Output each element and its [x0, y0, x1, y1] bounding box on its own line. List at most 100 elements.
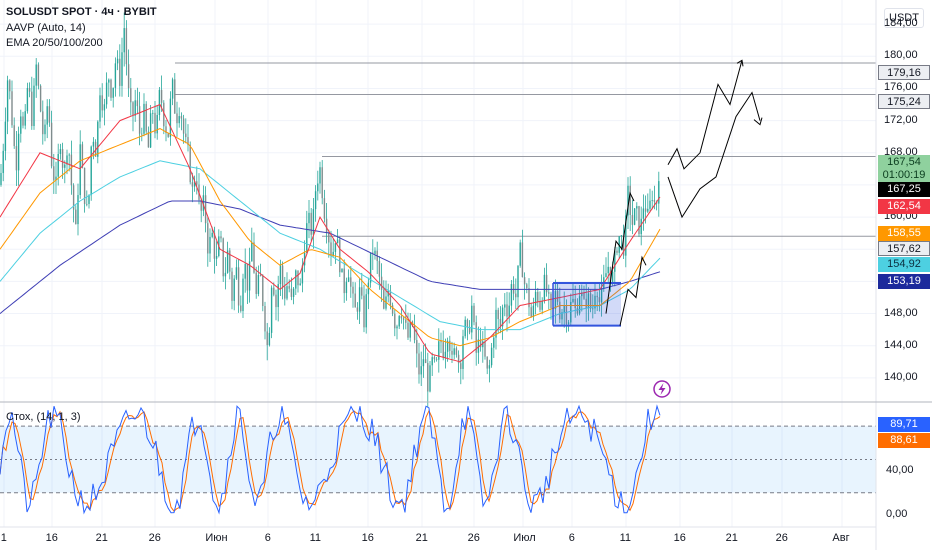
- candle-body: [325, 218, 328, 234]
- candle-body: [466, 319, 469, 327]
- price-tag-value: 167,25: [887, 183, 921, 195]
- currency-label[interactable]: USDT: [884, 8, 924, 28]
- candle-body: [156, 114, 158, 134]
- candle-body: [464, 319, 466, 337]
- candle-body: [244, 263, 246, 279]
- candle-body: [196, 181, 198, 185]
- candle-body: [33, 85, 35, 127]
- candle-body: [127, 64, 130, 89]
- candle-body: [497, 309, 499, 320]
- candle-body: [649, 200, 651, 209]
- candle-body: [314, 191, 317, 210]
- arrowhead: [736, 59, 744, 67]
- candle-body: [50, 122, 53, 167]
- candle-body: [15, 146, 18, 171]
- candle-body: [477, 339, 480, 353]
- time-tick: 21: [95, 532, 108, 544]
- candle-body: [541, 300, 543, 310]
- time-tick: 6: [568, 532, 575, 544]
- candle-body: [88, 195, 90, 204]
- candle-body: [369, 252, 372, 283]
- candle-body: [299, 283, 301, 286]
- candle-body: [286, 286, 288, 299]
- candle-body: [149, 113, 152, 148]
- stoch-tick: 0,00: [886, 507, 908, 520]
- candle-body: [537, 291, 539, 302]
- time-tick: 16: [45, 532, 58, 544]
- candle-body: [273, 287, 275, 295]
- candle-body: [290, 288, 293, 297]
- candle-body: [400, 316, 403, 319]
- candle-body: [46, 106, 48, 125]
- candle-body: [215, 256, 218, 259]
- candle-body: [145, 103, 147, 132]
- candle-body: [240, 305, 242, 312]
- candle-body: [193, 181, 196, 187]
- candle-body: [321, 167, 323, 199]
- price-tag-value: 158,55: [887, 227, 921, 239]
- candle-body: [187, 137, 189, 145]
- candle-body: [191, 182, 194, 187]
- price-tag-ema200: 153,19: [878, 274, 930, 289]
- price-tag-ema100: 154,92: [878, 257, 930, 272]
- candle-body: [134, 100, 136, 116]
- candle-body: [556, 291, 559, 302]
- ema-legend[interactable]: EMA 20/50/100/200: [6, 37, 103, 49]
- price-tick: 184,00: [884, 17, 918, 30]
- price-tick: 168,00: [884, 145, 918, 158]
- small-arrow-2: [619, 255, 647, 326]
- candle-body: [275, 294, 277, 308]
- candle-body: [101, 95, 103, 111]
- candle-body: [361, 287, 363, 296]
- alert-lightning-icon[interactable]: [653, 380, 671, 398]
- candle-body: [83, 167, 86, 204]
- candle-body: [248, 261, 251, 291]
- candle-body: [548, 292, 550, 294]
- candle-body: [288, 286, 290, 289]
- candle-body: [598, 297, 601, 303]
- aavp-legend[interactable]: AAVP (Auto, 14): [6, 22, 86, 34]
- candle-body: [202, 195, 205, 211]
- candle-body: [231, 271, 233, 301]
- candle-body: [585, 298, 587, 309]
- candle-body: [31, 91, 33, 127]
- candle-body: [418, 353, 420, 375]
- time-tick: 11: [619, 532, 632, 544]
- price-tick: 172,00: [884, 113, 918, 126]
- symbol-legend[interactable]: SOLUSDT SPOT · 4ч · BYBIT: [6, 6, 157, 19]
- candle-body: [268, 332, 271, 346]
- time-tick: 11: [309, 532, 322, 544]
- candle-body: [365, 294, 367, 328]
- candle-body: [308, 212, 310, 224]
- candle-body: [138, 106, 141, 134]
- candle-body: [66, 155, 68, 165]
- candle-body: [328, 233, 330, 243]
- candle-body: [644, 208, 647, 212]
- candle-body: [455, 348, 458, 355]
- stoch-legend[interactable]: Стох, (14, 1, 3): [6, 411, 81, 423]
- projection-path-1: [667, 60, 743, 170]
- price-tag-level: 157,62: [878, 241, 930, 256]
- candle-body: [317, 183, 319, 192]
- time-tick: Июл: [513, 532, 536, 544]
- candle-body: [79, 144, 81, 196]
- candle-body: [427, 362, 429, 392]
- candle-body: [336, 239, 339, 244]
- price-tag-value: 179,16: [887, 67, 921, 79]
- candle-body: [596, 295, 598, 298]
- candle-body: [207, 223, 209, 254]
- candle-body: [561, 312, 563, 320]
- candle-body: [627, 185, 629, 216]
- candle-body: [57, 154, 59, 177]
- candle-body: [631, 215, 634, 225]
- candle-body: [209, 236, 211, 254]
- price-tick: 140,00: [884, 370, 918, 383]
- candle-body: [284, 286, 286, 299]
- candle-body: [407, 322, 409, 338]
- candle-body: [174, 79, 176, 114]
- time-tick: 26: [467, 532, 480, 544]
- candle-body: [81, 144, 84, 168]
- candle-body: [9, 80, 11, 92]
- candle-body: [495, 309, 497, 338]
